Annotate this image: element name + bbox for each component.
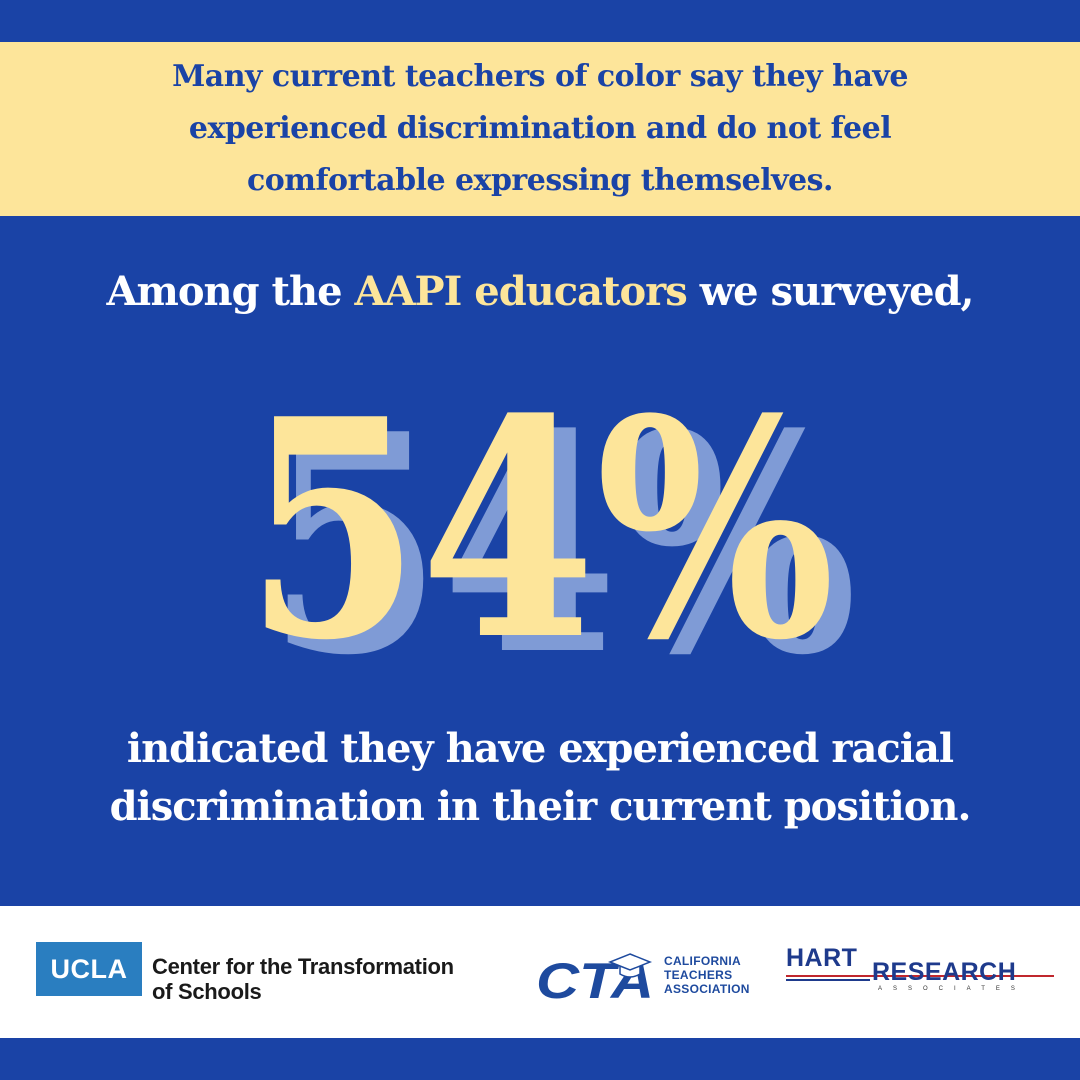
statistic-value: 54% (245, 360, 835, 680)
headline-highlight: AAPI educators (354, 268, 687, 315)
description-line-2: discrimination in their current position… (109, 783, 972, 830)
footer-logos: UCLA Center for the Transformation of Sc… (0, 906, 1080, 1038)
hart-word: HART (786, 944, 858, 972)
hart-research-logo: HART RESEARCH ASSOCIATES (786, 942, 1054, 1006)
ucla-center-name: Center for the Transformation of Schools (152, 954, 454, 1004)
cta-association-name: CALIFORNIA TEACHERS ASSOCIATION (664, 954, 750, 996)
statistic-svg: 54% 54% (245, 360, 857, 680)
banner-line-2: experienced discrimination and do not fe… (188, 111, 892, 146)
associates-word: ASSOCIATES (878, 986, 1026, 992)
ucla-badge-text: UCLA (50, 953, 128, 984)
headline-before: Among the (106, 268, 355, 315)
research-word: RESEARCH (872, 958, 1017, 986)
ucla-name-line-2: of Schools (152, 979, 262, 1004)
ucla-logo-badge: UCLA (36, 942, 142, 996)
banner-line-1: Many current teachers of color say they … (172, 59, 908, 94)
graduation-cap-icon (607, 953, 653, 978)
headline-after: we surveyed, (686, 268, 975, 315)
statistic-display: 54% 54% (0, 360, 1080, 680)
cta-name-line-1: CALIFORNIA (664, 954, 741, 968)
hart-red-line (786, 975, 1054, 977)
banner-line-3: comfortable expressing themselves. (247, 163, 833, 198)
description-line-1: indicated they have experienced racial (126, 725, 954, 772)
headline: Among the AAPI educators we surveyed, (0, 268, 1080, 315)
cta-name-line-2: TEACHERS (664, 968, 733, 982)
description: indicated they have experienced racial d… (0, 720, 1080, 836)
top-banner: Many current teachers of color say they … (0, 42, 1080, 216)
cta-name-line-3: ASSOCIATION (664, 982, 750, 996)
cta-logo-mark: CTA (536, 953, 654, 1006)
statistic-shadow: 54% (267, 368, 857, 680)
ucla-name-line-1: Center for the Transformation (152, 954, 454, 979)
hart-blue-line (786, 979, 870, 981)
